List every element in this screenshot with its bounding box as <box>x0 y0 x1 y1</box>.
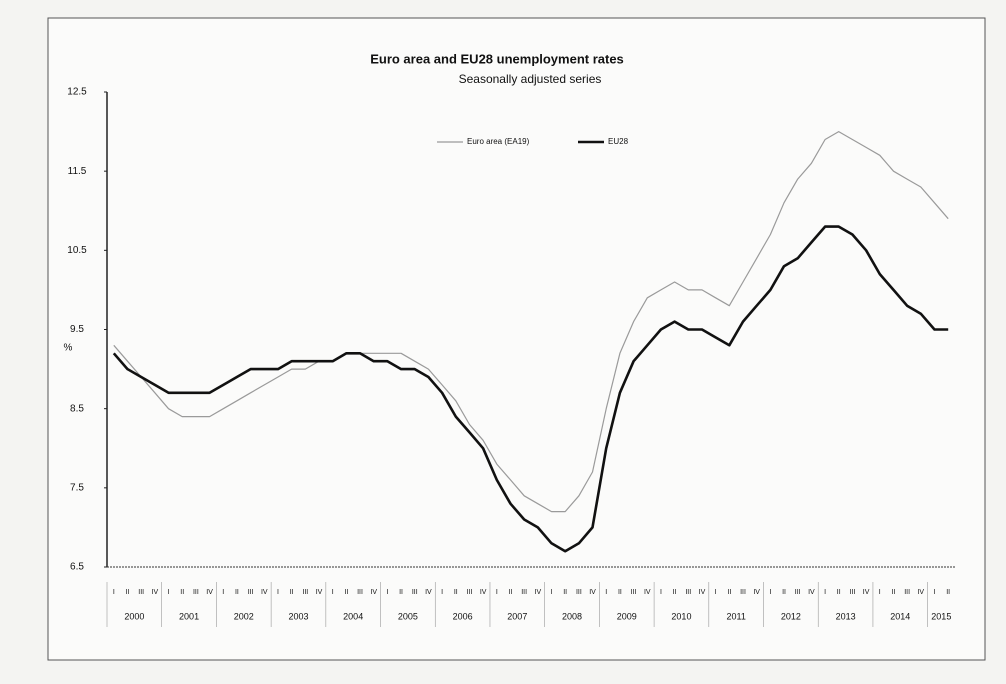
x-tick-label: IV <box>808 589 815 596</box>
y-tick-label: 8.5 <box>70 403 84 414</box>
x-tick-label: IV <box>644 589 651 596</box>
x-tick-label: II <box>290 589 294 596</box>
x-tick-label: IV <box>863 589 870 596</box>
x-tick-label: I <box>551 589 553 596</box>
x-tick-label: III <box>685 589 691 596</box>
legend-label: EU28 <box>608 137 629 146</box>
x-tick-label: IV <box>917 589 924 596</box>
x-tick-label: II <box>344 589 348 596</box>
y-axis-label: % <box>64 343 73 354</box>
x-tick-label: III <box>357 589 363 596</box>
x-tick-label: I <box>934 589 936 596</box>
y-tick-label: 6.5 <box>70 562 84 573</box>
x-tick-label: I <box>386 589 388 596</box>
year-label: 2012 <box>781 611 801 621</box>
x-tick-label: II <box>235 589 239 596</box>
x-tick-label: III <box>248 589 254 596</box>
x-tick-label: III <box>904 589 910 596</box>
x-tick-label: I <box>824 589 826 596</box>
chart-title: Euro area and EU28 unemployment rates <box>370 51 624 66</box>
year-label: 2015 <box>931 611 951 621</box>
year-label: 2014 <box>890 611 910 621</box>
x-tick-label: IV <box>206 589 213 596</box>
x-tick-label: II <box>892 589 896 596</box>
x-tick-label: II <box>454 589 458 596</box>
x-tick-label: III <box>631 589 637 596</box>
x-tick-label: II <box>727 589 731 596</box>
x-tick-label: IV <box>480 589 487 596</box>
year-label: 2010 <box>671 611 691 621</box>
year-label: 2001 <box>179 611 199 621</box>
x-tick-label: III <box>302 589 308 596</box>
x-tick-label: I <box>660 589 662 596</box>
chart-subtitle: Seasonally adjusted series <box>459 72 602 86</box>
x-tick-label: II <box>673 589 677 596</box>
x-tick-label: I <box>605 589 607 596</box>
year-label: 2007 <box>507 611 527 621</box>
x-tick-label: III <box>467 589 473 596</box>
x-tick-label: IV <box>699 589 706 596</box>
x-tick-label: IV <box>589 589 596 596</box>
x-tick-label: IV <box>753 589 760 596</box>
x-tick-label: III <box>521 589 527 596</box>
year-label: 2009 <box>617 611 637 621</box>
x-tick-label: II <box>399 589 403 596</box>
x-tick-label: IV <box>316 589 323 596</box>
x-tick-label: I <box>496 589 498 596</box>
x-tick-label: I <box>222 589 224 596</box>
x-tick-label: II <box>618 589 622 596</box>
x-tick-label: IV <box>261 589 268 596</box>
x-tick-label: II <box>126 589 130 596</box>
y-tick-label: 7.5 <box>70 482 84 493</box>
x-tick-label: III <box>412 589 418 596</box>
year-label: 2008 <box>562 611 582 621</box>
x-tick-label: I <box>769 589 771 596</box>
series-line <box>113 131 949 513</box>
x-tick-label: I <box>332 589 334 596</box>
x-tick-label: I <box>168 589 170 596</box>
x-tick-label: III <box>740 589 746 596</box>
year-label: 2005 <box>398 611 418 621</box>
x-tick-label: III <box>193 589 199 596</box>
x-tick-label: I <box>441 589 443 596</box>
series-line <box>112 225 949 553</box>
x-tick-label: IV <box>152 589 159 596</box>
x-tick-label: II <box>563 589 567 596</box>
x-tick-label: IV <box>425 589 432 596</box>
x-tick-label: I <box>277 589 279 596</box>
x-tick-label: III <box>138 589 144 596</box>
year-label: 2013 <box>836 611 856 621</box>
x-tick-label: II <box>509 589 513 596</box>
year-label: 2011 <box>726 611 745 621</box>
x-tick-label: III <box>849 589 855 596</box>
year-label: 2006 <box>453 611 473 621</box>
legend-label: Euro area (EA19) <box>467 137 530 146</box>
x-tick-label: II <box>946 589 950 596</box>
x-tick-label: II <box>782 589 786 596</box>
x-tick-label: I <box>715 589 717 596</box>
year-label: 2002 <box>234 611 254 621</box>
x-tick-label: I <box>113 589 115 596</box>
x-tick-label: II <box>180 589 184 596</box>
y-tick-label: 11.5 <box>68 166 87 177</box>
x-tick-label: III <box>576 589 582 596</box>
year-label: 2000 <box>124 611 144 621</box>
x-tick-label: III <box>795 589 801 596</box>
x-tick-label: IV <box>535 589 542 596</box>
y-tick-label: 9.5 <box>70 324 84 335</box>
year-label: 2003 <box>288 611 308 621</box>
frame <box>47 17 986 661</box>
x-tick-label: II <box>837 589 841 596</box>
y-tick-label: 12.5 <box>67 87 87 98</box>
year-label: 2004 <box>343 611 363 621</box>
x-tick-label: IV <box>370 589 377 596</box>
x-tick-label: I <box>879 589 881 596</box>
y-tick-label: 10.5 <box>67 245 87 256</box>
